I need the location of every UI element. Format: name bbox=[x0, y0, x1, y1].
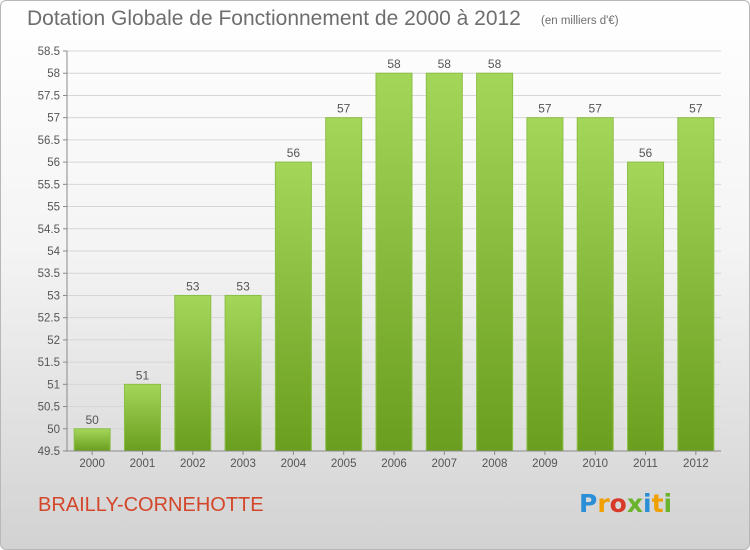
x-tick-label: 2009 bbox=[532, 458, 558, 470]
y-tick-label: 50 bbox=[47, 424, 60, 436]
bar-value-label: 57 bbox=[337, 102, 351, 116]
bar bbox=[224, 294, 262, 452]
bar-value-label: 56 bbox=[287, 146, 301, 160]
bar bbox=[123, 383, 161, 452]
x-tick-label: 2003 bbox=[230, 458, 256, 470]
x-tick-label: 2007 bbox=[432, 458, 458, 470]
chart-title: Dotation Globale de Fonctionnement de 20… bbox=[27, 7, 521, 30]
bar bbox=[375, 72, 413, 452]
y-tick-label: 58.5 bbox=[38, 46, 60, 58]
x-tick-label: 2011 bbox=[633, 458, 658, 470]
bar-value-label: 56 bbox=[639, 146, 653, 160]
bar bbox=[325, 117, 363, 452]
x-tick-label: 2012 bbox=[683, 458, 709, 470]
y-tick-label: 54 bbox=[47, 246, 60, 258]
commune-name: BRAILLY-CORNEHOTTE bbox=[38, 494, 264, 516]
bar bbox=[476, 72, 514, 452]
y-tick-label: 53.5 bbox=[38, 268, 60, 280]
y-tick-label: 55.5 bbox=[38, 179, 60, 191]
chart-unit: (en milliers d'€) bbox=[541, 15, 619, 27]
bar-value-label: 50 bbox=[85, 413, 99, 427]
y-tick-label: 53 bbox=[47, 290, 60, 302]
axes: 49.5 50 50.5 51 51.5 52 52.5 53 53.5 54 54.5 55 55.5… bbox=[38, 46, 721, 470]
y-tick-label: 56.5 bbox=[38, 135, 60, 147]
y-tick-label: 58 bbox=[47, 68, 60, 80]
y-tick-label: 57 bbox=[47, 113, 60, 125]
y-tick-label: 55 bbox=[47, 202, 60, 214]
y-tick-label: 57.5 bbox=[38, 90, 60, 102]
x-tick-label: 2001 bbox=[130, 458, 156, 470]
bar-value-label: 51 bbox=[136, 368, 150, 382]
y-tick-label: 54.5 bbox=[38, 224, 60, 236]
x-tick-label: 2000 bbox=[79, 458, 105, 470]
bar-value-label: 58 bbox=[387, 57, 401, 71]
bars: 50 51 53 53 56 57 58 58 58 57 57 56 57 bbox=[73, 57, 715, 452]
bar-value-label: 58 bbox=[438, 57, 452, 71]
bar-value-label: 53 bbox=[236, 279, 250, 293]
x-tick-label: 2005 bbox=[331, 458, 357, 470]
bar-value-label: 57 bbox=[538, 102, 552, 116]
bar bbox=[174, 294, 212, 452]
bar-value-label: 57 bbox=[689, 102, 703, 116]
bar bbox=[73, 428, 111, 452]
x-tick-label: 2004 bbox=[281, 458, 307, 470]
y-tick-label: 56 bbox=[47, 157, 60, 169]
y-tick-label: 52 bbox=[47, 335, 60, 347]
bar bbox=[425, 72, 463, 452]
x-tick-label: 2002 bbox=[180, 458, 206, 470]
x-tick-label: 2006 bbox=[381, 458, 407, 470]
y-tick-label: 52.5 bbox=[38, 313, 60, 325]
bar bbox=[627, 161, 665, 452]
y-tick-label: 51 bbox=[47, 379, 60, 391]
bar-value-label: 58 bbox=[488, 57, 502, 71]
bar-value-label: 53 bbox=[186, 279, 200, 293]
y-tick-label: 50.5 bbox=[38, 402, 60, 414]
y-tick-label: 49.5 bbox=[38, 446, 60, 458]
bar-value-label: 57 bbox=[589, 102, 603, 116]
bar bbox=[526, 117, 564, 452]
x-tick-label: 2008 bbox=[482, 458, 508, 470]
y-tick-label: 51.5 bbox=[38, 357, 60, 369]
proxiti-logo[interactable]: Proxiti bbox=[579, 489, 673, 518]
bar bbox=[576, 117, 614, 452]
bar bbox=[274, 161, 312, 452]
bar bbox=[677, 117, 715, 452]
x-tick-label: 2010 bbox=[582, 458, 608, 470]
